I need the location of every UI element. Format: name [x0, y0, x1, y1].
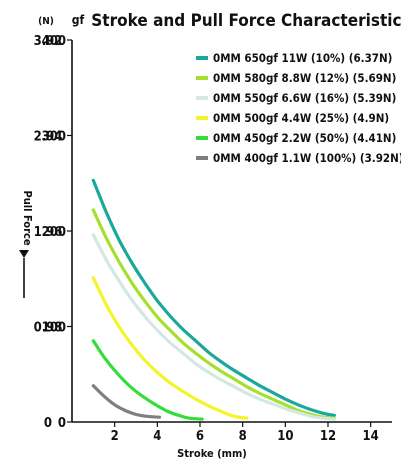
series-line: [91, 384, 162, 419]
legend-label: 0MM 400gf 1.1W (100%) (3.92N): [213, 151, 401, 165]
legend: 0MM 650gf 11W (10%) (6.37N) 0MM 580gf 8.8…: [196, 51, 401, 165]
legend-label: 0MM 580gf 8.8W (12%) (5.69N): [213, 71, 396, 85]
legend-label: 0MM 450gf 2.2W (50%) (4.41N): [213, 131, 396, 145]
y-tick-label-gf: 400: [42, 34, 66, 49]
series-line: [91, 208, 336, 420]
y-units-gram-force: gf: [72, 13, 85, 27]
y-tick-label-n: 1.96: [34, 225, 63, 240]
y-axis-arrow: [19, 250, 29, 298]
series-line: [91, 339, 204, 421]
series-layer: [91, 178, 336, 421]
x-tick-label: 4: [153, 429, 161, 444]
y-axis-label-group: Pull Force: [21, 190, 34, 245]
series-line: [91, 276, 249, 420]
y-tick-label-gf: 100: [42, 321, 66, 336]
y-tick-label-n: 3.92: [34, 34, 63, 49]
legend-label: 0MM 500gf 4.4W (25%) (4.9N): [213, 111, 389, 125]
axes: [67, 39, 392, 427]
series-line: [91, 178, 336, 417]
legend-label: 0MM 650gf 11W (10%) (6.37N): [213, 51, 392, 65]
series-line: [91, 233, 336, 421]
y-tick-label-gf: 0: [58, 416, 66, 431]
x-tick-label: 14: [363, 429, 379, 444]
x-tick-label: 8: [239, 429, 247, 444]
x-tick-label: 12: [320, 429, 336, 444]
chart-title: Stroke and Pull Force Characteristics: [91, 11, 401, 31]
y-tick-label-gf: 200: [42, 225, 66, 240]
x-tick-label: 2: [111, 429, 119, 444]
y-units-newton: (N): [38, 16, 54, 27]
legend-label: 0MM 550gf 6.6W (16%) (5.39N): [213, 91, 396, 105]
y-tick-label-n: 0: [44, 416, 52, 431]
y-tick-label-n: 2.94: [34, 130, 63, 145]
x-tick-label: 6: [196, 429, 204, 444]
y-axis-label: Pull Force: [21, 190, 34, 245]
y-tick-label-n: 0.98: [34, 321, 63, 336]
x-axis-label: Stroke (mm): [177, 447, 247, 460]
x-tick-label: 10: [277, 429, 293, 444]
y-tick-label-gf: 300: [42, 130, 66, 145]
